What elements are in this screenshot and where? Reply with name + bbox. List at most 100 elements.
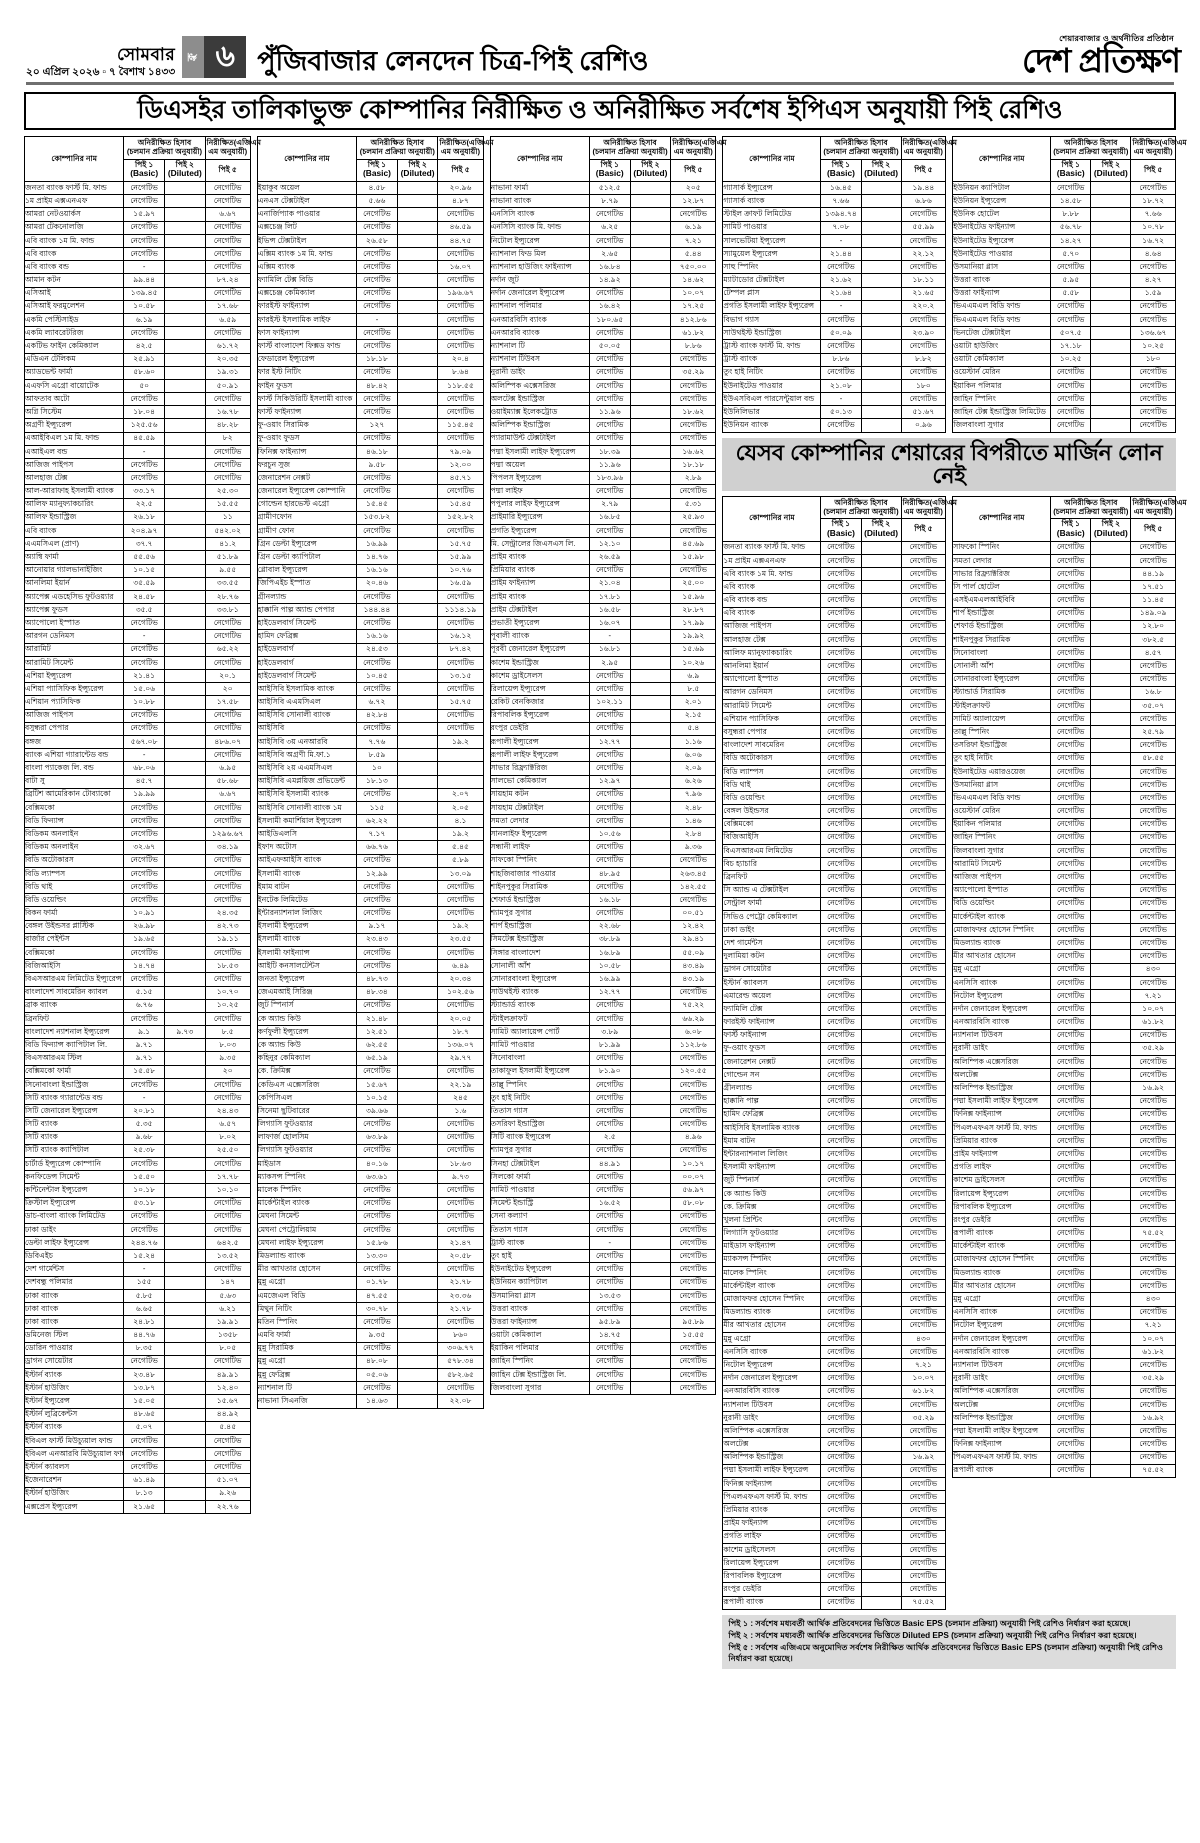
cell-pe1: নেগেটিভ — [1050, 378, 1092, 394]
cell-pe1: নেগেটিভ — [123, 655, 165, 671]
cell-pe1: ৬.৭৬ — [123, 998, 165, 1013]
cell-pe1: ১৮৩.৯৬ — [588, 471, 631, 486]
cell-company-name: ইসলামী ফাইন্যান্স — [256, 945, 358, 961]
cell-company-name: ফু-ওয়াং ফুডস — [722, 1041, 822, 1056]
cell-pe5: ৩৫.০৭ — [1130, 698, 1176, 714]
cell-pe1: ৪৮.৩৪ — [356, 985, 398, 1000]
cell-pe1: নেগেটিভ — [123, 1156, 165, 1172]
cell-company-name: ঢাকা ডাইং — [722, 923, 822, 938]
table-row: ঢাকা ডাইং নেগেটিভ নেগেটিভ — [23, 1222, 251, 1238]
table-row: বিডি থাই নেগেটিভ নেগেটিভ — [23, 879, 251, 895]
table-row: গ্রীনল্যান্ড নেগেটিভ নেগেটিভ — [256, 589, 484, 605]
cell-pe2 — [163, 246, 206, 262]
cell-pe2 — [396, 392, 439, 407]
cell-company-name: বিডি ফিন্যান্স — [23, 814, 125, 829]
cell-company-name: এনসিসি ব্যাংক — [952, 975, 1052, 991]
cell-pe1: ০১.৭৮ — [356, 1275, 398, 1290]
table-row: কে অ্যান্ড কিউ ৬২.৫৫ ১৩৬.০৭ — [256, 1038, 484, 1053]
cell-pe1: নেগেটিভ — [820, 1331, 862, 1347]
table-row: অলিম্পিক এক্সেসরিজ নেগেটিভ নেগেটিভ — [952, 1384, 1176, 1399]
cell-company-name: পদ্মা ইসলামী লাইফ ইন্স্যুরেন্স — [952, 1424, 1052, 1439]
cell-company-name: এবি ব্যাংক ১ম মি. ফান্ড — [722, 566, 822, 582]
cell-pe1: ১৫.৪৫ — [356, 497, 398, 512]
table-row: ইয়াকিন পলিমার নেগেটিভ নেগেটিভ — [952, 817, 1176, 832]
cell-pe1: নেগেটিভ — [1050, 632, 1092, 648]
cell-pe2 — [1090, 365, 1132, 380]
cell-pe5: নেগেটিভ — [204, 1209, 251, 1224]
cell-pe2 — [396, 787, 439, 802]
cell-pe5: ১০.১৭ — [670, 1156, 717, 1172]
cell-pe2 — [163, 326, 206, 341]
table-body: জনতা ব্যাংক ফার্স্ট মি. ফান্ড নেগেটিভ নেগে… — [722, 540, 947, 1610]
cell-company-name: রূপালী ব্যাংক — [952, 1463, 1052, 1478]
cell-pe2 — [163, 1090, 206, 1106]
cell-pe2 — [396, 1064, 439, 1079]
cell-pe5: নেগেটিভ — [900, 1041, 947, 1056]
table-row: কাশেম ইন্ডাস্ট্রিজ ২.৯৫ ১০.২৬ — [489, 655, 717, 671]
cell-pe2 — [860, 1041, 902, 1056]
cell-pe5: নেগেটিভ — [204, 1447, 251, 1462]
cell-pe5: নেগেটিভ — [900, 553, 947, 569]
cell-pe5: ৩৫.২৯ — [1130, 1041, 1176, 1056]
cell-pe2 — [1090, 764, 1132, 780]
cell-pe2 — [396, 260, 439, 275]
cell-pe2 — [860, 392, 902, 407]
cell-pe5: ৬.১৯ — [670, 220, 717, 235]
table-row: আইসিবি সোনালী ব্যাংক ৪২.৮৪ নেগেটিভ — [256, 708, 484, 723]
cell-company-name: এক্সচেঞ্জ কেমিক্যাল — [256, 286, 358, 301]
cell-pe1: নেগেটিভ — [820, 1318, 862, 1333]
cell-pe5: নেগেটিভ — [1130, 1054, 1176, 1070]
cell-pe2 — [163, 1236, 206, 1251]
table-row: আইএফআইসি ব্যাংক নেগেটিভ ৫.৮৯ — [256, 853, 484, 868]
cell-pe1: নেগেটিভ — [356, 273, 398, 288]
cell-pe1: ৫০.০৯ — [820, 326, 862, 341]
cell-company-name: ব্রিনফিট — [722, 870, 822, 885]
cell-pe5: নেগেটিভ — [437, 339, 484, 354]
cell-pe2 — [629, 616, 672, 631]
cell-company-name: ঢাকা ব্যাংক — [23, 1288, 125, 1304]
cell-pe1: ৪৮.৭৩ — [356, 972, 398, 987]
cell-pe5: ১৬.০৭ — [437, 260, 484, 275]
cell-pe5: নেগেটিভ — [1130, 1305, 1176, 1320]
table-row: বিডিকম অনলাইন নেগেটিভ ১২৯৬.৬৭ — [23, 827, 251, 842]
cell-company-name: ওয়াটা কেমিক্যাল — [952, 352, 1052, 367]
cell-pe1: নেগেটিভ — [820, 1595, 862, 1610]
table-slot: কোম্পানির নাম অনিরীক্ষিত হিসাব (চলমান প্রক… — [952, 495, 1187, 1478]
cell-pe1: ৯.১৭ — [356, 919, 398, 934]
table-row: মেঘনা পেট্রোলিয়াম নেগেটিভ নেগেটিভ — [256, 1222, 484, 1238]
cell-pe5: নেগেটিভ — [1130, 1107, 1176, 1122]
cell-pe1: ৫৫.৫৬ — [123, 550, 165, 565]
cell-pe5: ৪৯.৯১ — [204, 1367, 251, 1383]
cell-company-name: ১ম প্রাইম এক্সএনএফ — [23, 194, 125, 209]
cell-pe5: ২০.১ — [204, 668, 251, 684]
cell-company-name: বিচ হ্যাচারি — [722, 857, 822, 872]
cell-company-name: বিডিকম অনলাইন — [23, 827, 125, 842]
cell-company-name: বিডি অটোকারস — [23, 853, 125, 868]
cell-pe5: ১৭.৫১ — [1130, 580, 1176, 595]
cell-company-name: তসরিফা ইন্ডাস্ট্রিজ — [952, 738, 1052, 753]
cell-pe2 — [163, 787, 206, 802]
cell-company-name: জিলবাংলা সুগার — [489, 1381, 590, 1396]
cell-pe5: ৬.২১ — [204, 1301, 251, 1317]
cell-pe5: ৬.৪৯ — [437, 959, 484, 974]
table-row: হাইডেলবার্গ সিমেন্ট ১০.৪৫ ১৩.১৫ — [256, 668, 484, 684]
cell-pe1: নেগেটিভ — [1050, 923, 1092, 938]
table-row: ইয়াকিন পলিমার নেগেটিভ নেগেটিভ — [489, 1341, 717, 1356]
cell-pe5: নেগেটিভ — [670, 853, 717, 868]
cell-pe5: নেগেটিভ — [437, 484, 484, 499]
cell-pe2 — [163, 1262, 206, 1277]
cell-pe1: নেগেটিভ — [588, 1275, 631, 1290]
cell-pe2 — [1090, 1397, 1132, 1413]
cell-pe2 — [396, 761, 439, 776]
table-row: আইটি কনসালটেন্টস নেগেটিভ ৬.৪৯ — [256, 959, 484, 974]
cell-pe1: ২৬.৯৮ — [123, 919, 165, 934]
cell-company-name: আইসিবি এমপ্লয়িজ প্রভিডেন্ট — [256, 774, 358, 789]
cell-pe5: নেগেটিভ — [204, 748, 251, 763]
cell-pe2 — [1090, 181, 1132, 196]
cell-pe5: ২০.৩৪ — [437, 972, 484, 987]
table-row: ইমাম বাটন নেগেটিভ নেগেটিভ — [722, 1134, 947, 1149]
cell-company-name: ফার্স্ট সিকিউরিটি ইসলামী ব্যাংক — [256, 392, 358, 407]
cell-pe5: নেগেটিভ — [1130, 299, 1176, 314]
cell-pe1: ৫৩.১৮ — [123, 1196, 165, 1211]
cell-pe5: নেগেটিভ — [900, 566, 947, 582]
